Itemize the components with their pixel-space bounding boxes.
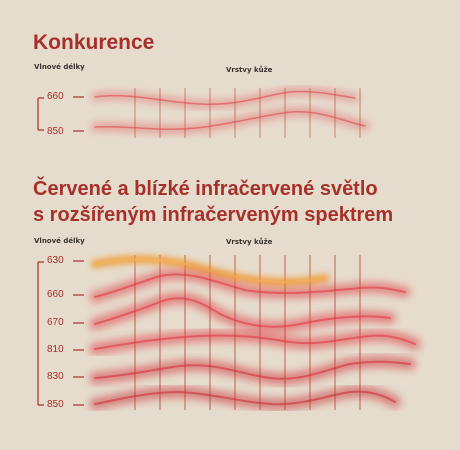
section1-title: Konkurence xyxy=(33,31,155,54)
section1-bracket xyxy=(37,96,84,132)
section2-tick-660: 660 xyxy=(47,289,64,300)
section2-waves xyxy=(89,255,421,411)
section2-tick-810: 810 xyxy=(47,344,64,355)
section2-tick-830: 830 xyxy=(47,371,64,382)
section1-x-label: Vrstvy kůže xyxy=(226,66,273,74)
section2-title-line2: s rozšířeným infračerveným spektrem xyxy=(33,204,394,226)
section2-bracket xyxy=(37,260,84,406)
section2-tick-850: 850 xyxy=(47,399,64,410)
section1-tick-660: 660 xyxy=(47,91,64,102)
section2-y-label: Vlnové délky xyxy=(34,237,85,245)
section1-y-label: Vlnové délky xyxy=(34,63,85,71)
section1-tick-850: 850 xyxy=(47,126,64,137)
wave-850 xyxy=(89,385,401,411)
section2-tick-630: 630 xyxy=(47,255,64,266)
wave-830 xyxy=(89,355,416,385)
section2-x-label: Vrstvy kůže xyxy=(226,238,273,246)
section2-title-line1: Červené a blízké infračervené světlo xyxy=(33,178,378,200)
section1-waves xyxy=(90,87,370,134)
section2-tick-670: 670 xyxy=(47,317,64,328)
